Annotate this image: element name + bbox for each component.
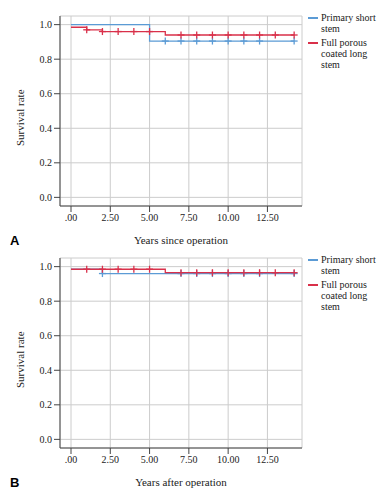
svg-text:0.4: 0.4 bbox=[40, 365, 53, 376]
svg-text:0.6: 0.6 bbox=[40, 330, 53, 341]
svg-text:Years after operation: Years after operation bbox=[135, 476, 227, 488]
svg-text:1.0: 1.0 bbox=[40, 261, 53, 272]
svg-text:.00: .00 bbox=[65, 212, 78, 223]
html-text:A: A bbox=[10, 233, 20, 248]
svg-text:Survival rate: Survival rate bbox=[14, 331, 26, 388]
svg-text:0.2: 0.2 bbox=[40, 157, 53, 168]
svg-text:0.0: 0.0 bbox=[40, 434, 53, 445]
svg-text:10.00: 10.00 bbox=[217, 212, 240, 223]
html-text:Full porous coated long stem: Full porous coated long stem bbox=[321, 279, 368, 312]
svg-text:12.50: 12.50 bbox=[256, 212, 279, 223]
svg-text:10.00: 10.00 bbox=[217, 454, 240, 465]
svg-text:7.50: 7.50 bbox=[180, 212, 198, 223]
html-text:B: B bbox=[10, 475, 20, 490]
svg-text:0.8: 0.8 bbox=[40, 54, 53, 65]
svg-text:2.50: 2.50 bbox=[102, 454, 120, 465]
svg-text:7.50: 7.50 bbox=[180, 454, 198, 465]
svg-text:Years since operation: Years since operation bbox=[134, 234, 229, 246]
svg-text:5.00: 5.00 bbox=[141, 212, 159, 223]
svg-text:0.8: 0.8 bbox=[40, 296, 53, 307]
svg-text:5.00: 5.00 bbox=[141, 454, 159, 465]
svg-text:0.2: 0.2 bbox=[40, 399, 53, 410]
html-text:Primary short stem: Primary short stem bbox=[321, 254, 376, 276]
svg-text:.00: .00 bbox=[65, 454, 78, 465]
svg-text:0.4: 0.4 bbox=[40, 123, 53, 134]
html-text:Full porous coated long stem: Full porous coated long stem bbox=[321, 37, 368, 70]
svg-text:1.0: 1.0 bbox=[40, 19, 53, 30]
svg-text:0.6: 0.6 bbox=[40, 88, 53, 99]
svg-text:Survival rate: Survival rate bbox=[14, 89, 26, 146]
svg-text:0.0: 0.0 bbox=[40, 192, 53, 203]
svg-text:2.50: 2.50 bbox=[102, 212, 120, 223]
svg-text:12.50: 12.50 bbox=[256, 454, 279, 465]
html-text:Primary short stem: Primary short stem bbox=[321, 12, 376, 34]
